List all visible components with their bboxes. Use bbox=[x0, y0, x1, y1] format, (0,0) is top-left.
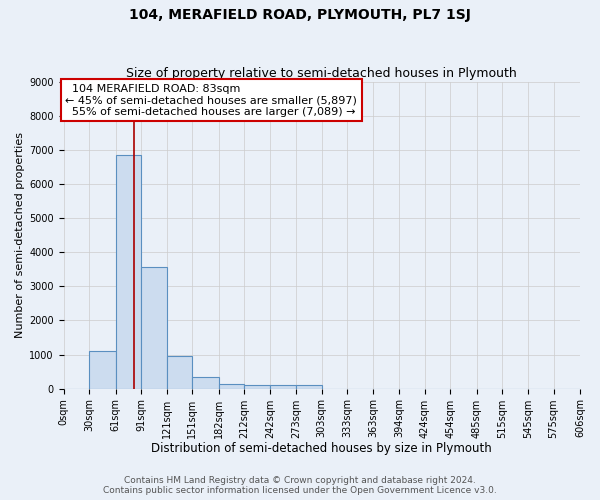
Text: 104, MERAFIELD ROAD, PLYMOUTH, PL7 1SJ: 104, MERAFIELD ROAD, PLYMOUTH, PL7 1SJ bbox=[129, 8, 471, 22]
Text: Contains HM Land Registry data © Crown copyright and database right 2024.
Contai: Contains HM Land Registry data © Crown c… bbox=[103, 476, 497, 495]
Bar bbox=[218, 384, 244, 388]
Bar bbox=[89, 351, 116, 389]
Text: 104 MERAFIELD ROAD: 83sqm
← 45% of semi-detached houses are smaller (5,897)
  55: 104 MERAFIELD ROAD: 83sqm ← 45% of semi-… bbox=[65, 84, 357, 117]
Bar bbox=[270, 385, 296, 388]
Bar bbox=[296, 385, 322, 388]
Bar bbox=[116, 156, 141, 388]
Y-axis label: Number of semi-detached properties: Number of semi-detached properties bbox=[15, 132, 25, 338]
Title: Size of property relative to semi-detached houses in Plymouth: Size of property relative to semi-detach… bbox=[127, 66, 517, 80]
X-axis label: Distribution of semi-detached houses by size in Plymouth: Distribution of semi-detached houses by … bbox=[151, 442, 492, 455]
Bar bbox=[244, 385, 270, 388]
Bar bbox=[167, 356, 192, 388]
Bar bbox=[141, 266, 167, 388]
Bar bbox=[192, 377, 218, 388]
